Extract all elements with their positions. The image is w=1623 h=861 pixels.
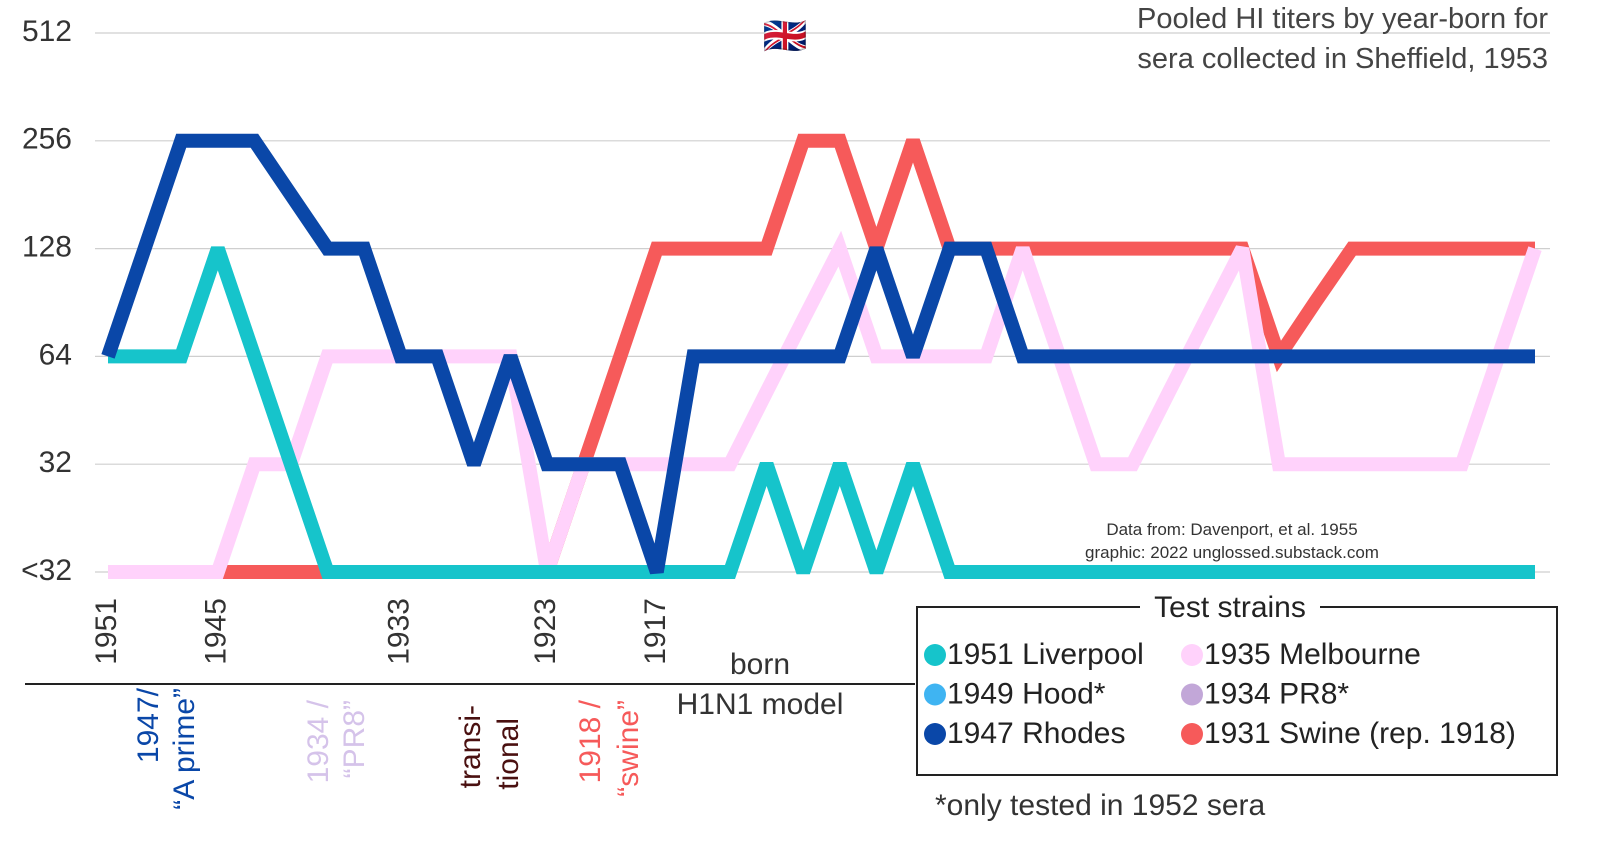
y-tick-label: 128 [22, 231, 72, 264]
model-label: “swine” [612, 700, 645, 797]
source-note: graphic: 2022 unglossed.substack.com [1085, 543, 1379, 562]
series-line [101, 133, 1535, 575]
model-axis-label: H1N1 model [677, 688, 844, 721]
model-label: 1947/ [132, 687, 165, 763]
x-axis-label: born [730, 648, 790, 681]
flag: 🇬🇧 [763, 15, 808, 56]
model-label: tional [492, 718, 525, 790]
x-tick-label: 1917 [639, 598, 672, 665]
legend-title-bg [1140, 592, 1320, 622]
legend-label: 1934 PR8* [1204, 677, 1349, 710]
y-tick-label: 64 [39, 338, 72, 371]
legend-swatch [924, 644, 946, 666]
y-tick-label: <32 [21, 554, 72, 587]
legend-label: 1931 Swine (rep. 1918) [1204, 717, 1516, 750]
y-tick-label: 512 [22, 15, 72, 48]
legend-label: 1947 Rhodes [947, 717, 1125, 750]
x-tick-label: 1923 [529, 598, 562, 665]
footnote: *only tested in 1952 sera [935, 789, 1266, 822]
legend-label: 1951 Liverpool [947, 638, 1144, 671]
y-tick-label: 256 [22, 123, 72, 156]
x-tick-label: 1945 [200, 598, 233, 665]
model-label: transi- [454, 705, 487, 788]
model-label: “A prime” [168, 688, 201, 810]
legend-swatch [924, 723, 946, 745]
legend-label: 1949 Hood* [947, 677, 1106, 710]
source-note: Data from: Davenport, et al. 1955 [1106, 520, 1357, 539]
legend-swatch [1181, 723, 1203, 745]
x-tick-label: 1951 [90, 598, 123, 665]
model-label: “PR8” [338, 700, 371, 778]
legend-title: Test strains [1154, 591, 1306, 624]
model-label: 1918 / [574, 699, 607, 783]
legend-label: 1935 Melbourne [1204, 638, 1421, 671]
legend-swatch [1181, 683, 1203, 706]
x-tick-label: 1933 [383, 598, 416, 665]
legend-swatch [1181, 644, 1203, 666]
chart-title-line: sera collected in Sheffield, 1953 [1137, 43, 1548, 75]
model-label: 1934 / [302, 699, 335, 783]
y-tick-label: 32 [39, 446, 72, 479]
series-line [108, 230, 1542, 579]
series-line [108, 246, 1535, 579]
model-labels: 1947/ “A prime” 1934 / “PR8” transi- tio… [132, 687, 645, 809]
legend-swatch [924, 683, 946, 706]
legend-box [916, 606, 1558, 776]
chart-title-line: Pooled HI titers by year-born for [1137, 3, 1548, 35]
